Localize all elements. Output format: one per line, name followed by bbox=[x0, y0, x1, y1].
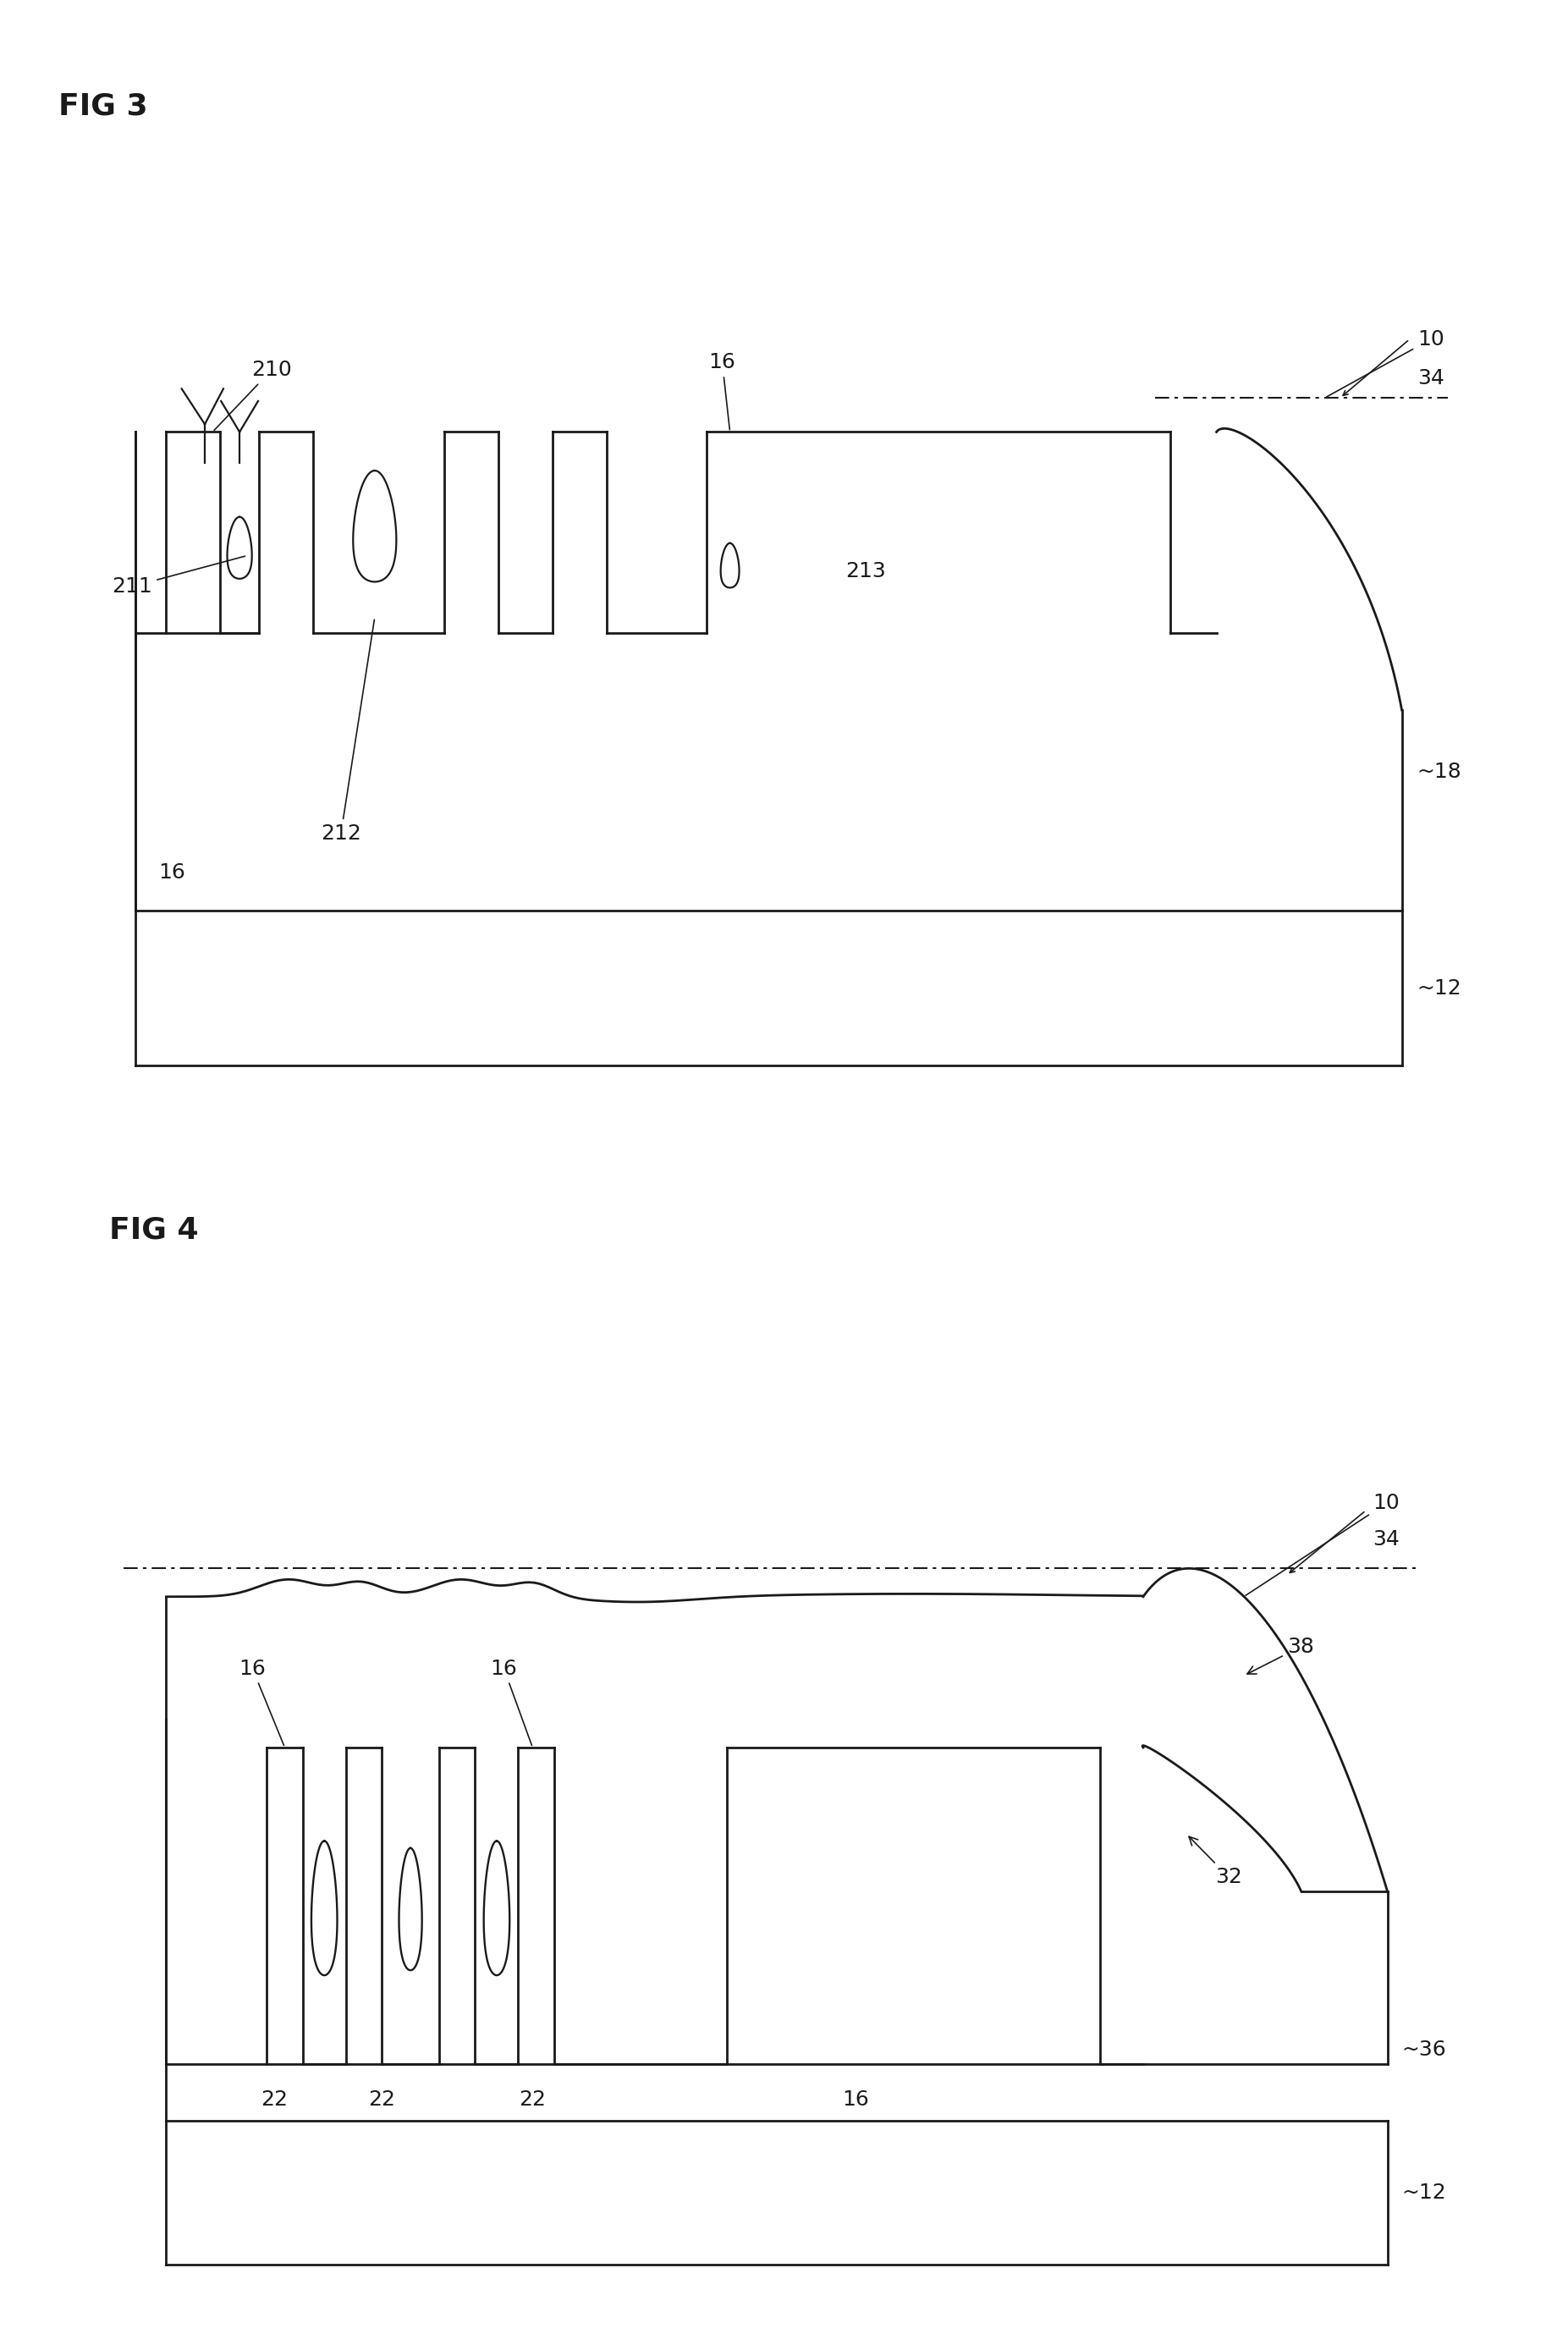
Text: 211: 211 bbox=[113, 555, 245, 598]
Text: 32: 32 bbox=[1189, 1837, 1242, 1886]
Text: 22: 22 bbox=[260, 2089, 287, 2110]
Text: 22: 22 bbox=[368, 2089, 395, 2110]
Text: 210: 210 bbox=[215, 359, 292, 429]
Text: ~12: ~12 bbox=[1402, 2182, 1446, 2203]
Text: 34: 34 bbox=[1417, 369, 1444, 387]
Text: 16: 16 bbox=[842, 2089, 869, 2110]
Text: 16: 16 bbox=[491, 1659, 532, 1746]
Text: 16: 16 bbox=[158, 861, 185, 882]
Text: 38: 38 bbox=[1247, 1636, 1314, 1673]
Text: FIG 3: FIG 3 bbox=[58, 91, 147, 121]
Text: FIG 4: FIG 4 bbox=[108, 1216, 198, 1244]
Text: 34: 34 bbox=[1374, 1529, 1400, 1550]
Text: ~36: ~36 bbox=[1402, 2040, 1446, 2059]
Text: ~12: ~12 bbox=[1417, 978, 1461, 999]
Text: 22: 22 bbox=[519, 2089, 546, 2110]
Text: ~18: ~18 bbox=[1417, 761, 1461, 782]
Text: 16: 16 bbox=[709, 352, 735, 429]
Text: 10: 10 bbox=[1245, 1494, 1400, 1596]
Text: 10: 10 bbox=[1327, 329, 1444, 397]
Text: 213: 213 bbox=[845, 560, 886, 581]
Text: 212: 212 bbox=[320, 619, 375, 843]
Text: 16: 16 bbox=[238, 1659, 284, 1746]
